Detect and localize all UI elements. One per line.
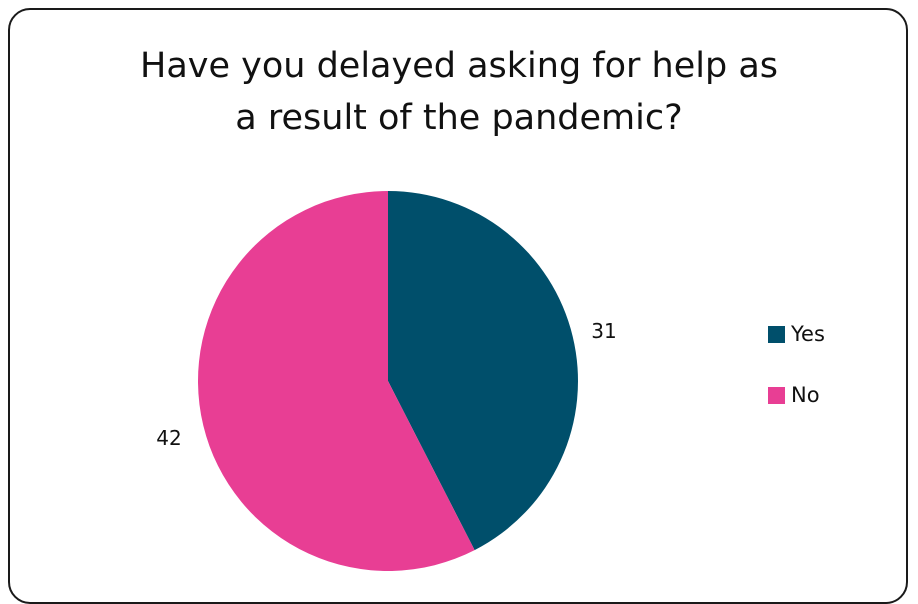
- legend-item-no: No: [768, 381, 825, 409]
- pie-slices: [198, 191, 579, 571]
- data-label-no: 42: [156, 426, 181, 450]
- legend: Yes No: [768, 320, 825, 442]
- pie-slice-no: [198, 191, 475, 571]
- data-label-yes: 31: [591, 319, 616, 343]
- legend-label-no: No: [791, 383, 820, 407]
- chart-title-line-2: a result of the pandemic?: [235, 98, 683, 138]
- chart-title-line-1: Have you delayed asking for help as: [140, 46, 778, 86]
- pie-data-labels: 31 42: [156, 319, 616, 450]
- legend-label-yes: Yes: [791, 322, 825, 346]
- legend-item-yes: Yes: [768, 320, 825, 348]
- pie-slice-yes: [388, 191, 579, 551]
- legend-swatch-yes: [768, 325, 785, 343]
- legend-swatch-no: [768, 386, 785, 404]
- chart-title: Have you delayed asking for help as a re…: [0, 40, 918, 144]
